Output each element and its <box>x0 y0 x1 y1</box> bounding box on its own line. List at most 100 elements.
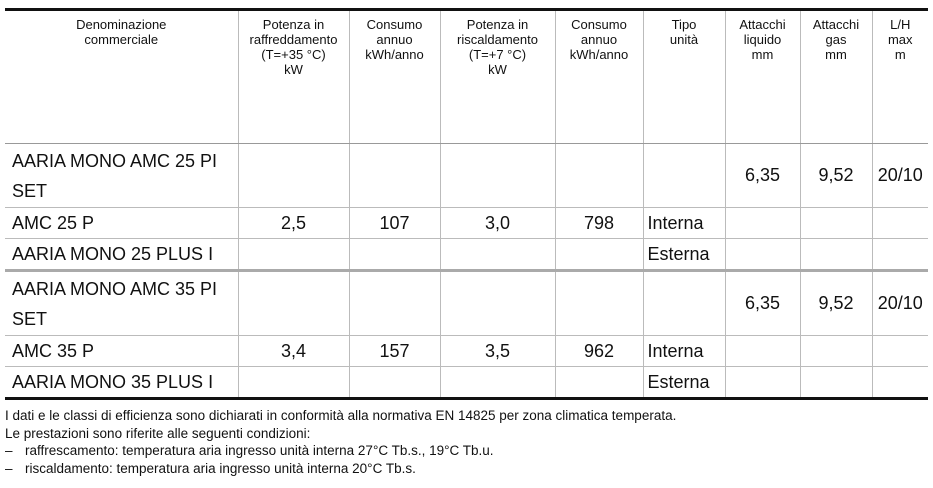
header-line: annuo <box>376 32 413 47</box>
cell: 9,52 <box>799 270 872 336</box>
header-line: riscaldamento <box>457 32 538 47</box>
header-cell: Attacchi gas mm <box>799 8 872 144</box>
header-line: mm <box>751 47 774 62</box>
header-line: kWh/anno <box>569 47 629 62</box>
table-row: AARIA MONO AMC 35 PI SET 6,35 9,52 20/10 <box>5 270 928 336</box>
header-line: Consumo <box>366 17 423 32</box>
header-line: Potenza in <box>466 17 529 32</box>
empty-cell <box>237 238 349 272</box>
cell: AARIA MONO AMC 35 PI SET <box>5 270 238 336</box>
header-cell: Consumo annuo kWh/anno <box>348 8 440 144</box>
header-line: Potenza in <box>262 17 325 32</box>
cell: 20/10 <box>871 143 928 208</box>
cell: Esterna <box>642 366 725 400</box>
header-line: Denominazione <box>76 17 167 32</box>
header-line: commerciale <box>84 32 159 47</box>
cell: AARIA MONO AMC 25 PI SET <box>5 143 238 208</box>
empty-cell <box>799 366 872 400</box>
header-cell: Tipo unità <box>642 8 725 144</box>
empty-cell <box>237 143 349 208</box>
cell: 6,35 <box>724 143 800 208</box>
header-line: annuo <box>580 32 618 47</box>
cell: 3,5 <box>439 335 555 367</box>
empty-cell <box>439 366 555 400</box>
empty-cell <box>348 270 440 336</box>
spec-table: Denominazione commerciale Potenza in raffre… <box>5 8 928 400</box>
table-row: AARIA MONO 25 PLUS I Esterna <box>5 238 928 272</box>
empty-cell <box>871 207 928 239</box>
header-cell: Denominazione commerciale <box>5 8 238 144</box>
empty-cell <box>724 366 800 400</box>
empty-cell <box>871 335 928 367</box>
empty-cell <box>799 207 872 239</box>
header-line: gas <box>825 32 847 47</box>
empty-cell <box>554 143 643 208</box>
header-row: Denominazione commerciale Potenza in raffre… <box>5 8 928 144</box>
cell: 2,5 <box>237 207 349 239</box>
cell: 6,35 <box>724 270 800 336</box>
cell: Esterna <box>642 238 725 272</box>
cell: AARIA MONO 35 PLUS I <box>5 366 238 400</box>
header-line: (T=+35 °C) <box>261 47 326 62</box>
header-cell: Potenza in riscaldamento (T=+7 °C) kW <box>439 8 555 144</box>
header-line: kW <box>284 62 303 77</box>
cell: Interna <box>642 207 725 239</box>
cell: 20/10 <box>871 270 928 336</box>
empty-cell <box>642 270 725 336</box>
header-cell: L/H max m <box>871 8 928 144</box>
header-line: unità <box>669 32 699 47</box>
empty-cell <box>439 143 555 208</box>
cell: 9,52 <box>799 143 872 208</box>
header-cell: Attacchi liquido mm <box>724 8 800 144</box>
empty-cell <box>799 238 872 272</box>
notes: I dati e le classi di efficienza sono di… <box>5 407 930 477</box>
empty-cell <box>724 335 800 367</box>
cell: 962 <box>554 335 643 367</box>
cell: AMC 35 P <box>5 335 238 367</box>
header-line: raffreddamento <box>249 32 338 47</box>
header-line: Attacchi <box>812 17 860 32</box>
table-row: AARIA MONO AMC 25 PI SET 6,35 9,52 20/10 <box>5 143 928 208</box>
table-row: AMC 35 P 3,4 157 3,5 962 Interna <box>5 335 928 367</box>
cell: 157 <box>348 335 440 367</box>
empty-cell <box>554 270 643 336</box>
empty-cell <box>439 270 555 336</box>
empty-cell <box>439 238 555 272</box>
empty-cell <box>724 238 800 272</box>
header-line: kW <box>488 62 507 77</box>
empty-cell <box>871 238 928 272</box>
cell: 107 <box>348 207 440 239</box>
empty-cell <box>554 366 643 400</box>
header-cell: Consumo annuo kWh/anno <box>554 8 643 144</box>
header-line: Tipo <box>671 17 697 32</box>
table-row: AMC 25 P 2,5 107 3,0 798 Interna <box>5 207 928 239</box>
note-line: Le prestazioni sono riferite alle seguen… <box>5 425 311 441</box>
note-line: I dati e le classi di efficienza sono di… <box>5 408 677 423</box>
header-line: Attacchi <box>739 17 786 32</box>
empty-cell <box>799 335 872 367</box>
header-line: max <box>887 32 913 47</box>
cell: 3,4 <box>237 335 349 367</box>
header-line: m <box>894 47 906 62</box>
empty-cell <box>871 366 928 400</box>
empty-cell <box>237 270 349 336</box>
header-line: mm <box>825 47 847 62</box>
empty-cell <box>348 238 440 272</box>
note-bullet: riscaldamento: temperatura aria ingresso… <box>5 460 930 478</box>
cell: 3,0 <box>439 207 555 239</box>
empty-cell <box>554 238 643 272</box>
table-row: AARIA MONO 35 PLUS I Esterna <box>5 366 928 400</box>
cell: Interna <box>642 335 725 367</box>
header-line: kWh/anno <box>365 47 424 62</box>
empty-cell <box>348 366 440 400</box>
note-bullet: raffrescamento: temperatura aria ingress… <box>5 442 930 460</box>
header-line: liquido <box>743 32 782 47</box>
empty-cell <box>348 143 440 208</box>
cell: 798 <box>554 207 643 239</box>
header-cell: Potenza in raffreddamento (T=+35 °C) kW <box>237 8 349 144</box>
empty-cell <box>642 143 725 208</box>
cell: AARIA MONO 25 PLUS I <box>5 238 238 272</box>
empty-cell <box>724 207 800 239</box>
header-line: Consumo <box>571 17 627 32</box>
